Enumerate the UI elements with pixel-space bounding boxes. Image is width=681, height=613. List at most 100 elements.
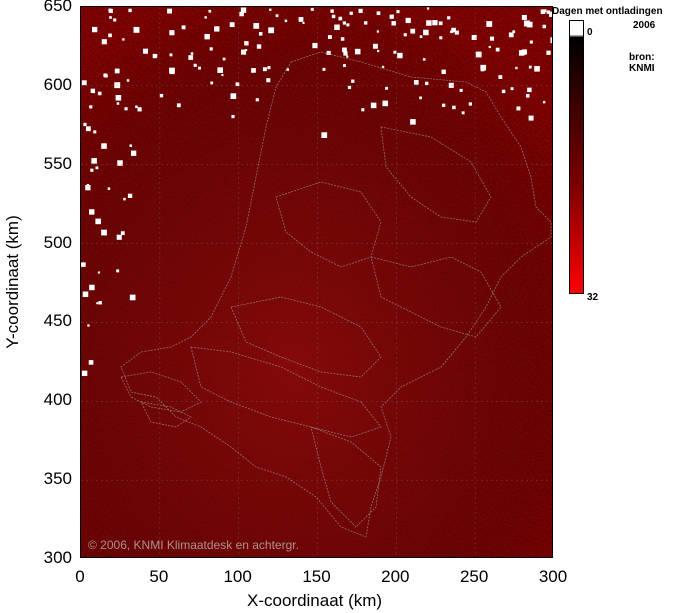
no-discharge-cell <box>410 119 416 125</box>
no-discharge-cell <box>89 284 95 291</box>
no-discharge-cell <box>87 324 90 327</box>
no-discharge-cell <box>346 55 349 58</box>
no-discharge-cell <box>96 302 99 305</box>
no-discharge-cell <box>486 21 493 27</box>
no-discharge-cell <box>413 80 419 85</box>
no-discharge-cell <box>181 25 186 30</box>
no-discharge-cell <box>101 39 107 45</box>
no-discharge-cell <box>451 27 456 33</box>
y-tick-label: 600 <box>43 74 72 94</box>
no-discharge-cell <box>523 20 530 27</box>
no-discharge-cell <box>137 107 142 112</box>
no-discharge-cell <box>326 50 331 55</box>
no-discharge-cell <box>107 187 111 190</box>
no-discharge-cell <box>91 158 97 164</box>
no-discharge-cell <box>442 103 446 107</box>
no-discharge-cell <box>382 100 389 107</box>
no-discharge-cell <box>266 78 271 83</box>
sparse-region-speckle <box>81 7 553 377</box>
no-discharge-cell <box>515 66 518 70</box>
no-discharge-cell <box>354 48 361 55</box>
no-discharge-cell <box>117 160 123 166</box>
no-discharge-cell <box>83 122 87 127</box>
no-discharge-cell <box>454 30 459 35</box>
no-discharge-cell <box>120 231 125 236</box>
no-discharge-cell <box>240 7 247 13</box>
no-discharge-cell <box>88 360 94 365</box>
no-discharge-cell <box>468 102 472 106</box>
no-discharge-cell <box>419 35 423 39</box>
no-discharge-cell <box>124 107 128 111</box>
no-discharge-cell <box>508 32 514 38</box>
no-discharge-cell <box>89 105 93 109</box>
y-tick-label: 550 <box>43 153 72 173</box>
no-discharge-cell <box>364 21 368 25</box>
no-discharge-cell <box>129 144 133 147</box>
no-discharge-cell <box>113 18 117 22</box>
colorbar-year: 2006 <box>633 20 656 31</box>
no-discharge-cell <box>426 20 432 26</box>
no-discharge-cell <box>114 68 120 74</box>
no-discharge-cell <box>426 7 430 10</box>
y-tick-label: 650 <box>43 0 72 15</box>
no-discharge-cell <box>122 38 125 41</box>
no-discharge-cell <box>152 53 157 59</box>
no-discharge-cell <box>109 16 112 19</box>
no-discharge-cell <box>129 294 136 301</box>
no-discharge-cell <box>372 43 378 49</box>
province-borders <box>120 51 552 538</box>
no-discharge-cell <box>253 23 260 29</box>
lightning-days-map <box>80 6 553 558</box>
no-discharge-cell <box>93 130 97 134</box>
no-discharge-cell <box>527 87 532 93</box>
country-outline <box>120 51 552 538</box>
no-discharge-cell <box>331 14 336 19</box>
no-discharge-cell <box>410 28 416 34</box>
no-discharge-cell <box>552 117 553 122</box>
no-discharge-cell <box>269 8 272 11</box>
no-discharge-cell <box>188 55 194 60</box>
eastern-province-outline <box>370 256 502 338</box>
no-discharge-cell <box>81 80 87 86</box>
no-discharge-cell <box>101 229 107 236</box>
x-tick-label: 100 <box>223 567 252 586</box>
no-discharge-cell <box>116 234 122 240</box>
no-discharge-cell <box>275 14 279 18</box>
colorbar-title: Dagen met ontladingen <box>552 6 663 17</box>
x-tick-label: 150 <box>302 567 331 586</box>
no-discharge-cell <box>321 132 328 138</box>
no-discharge-cell <box>393 50 397 54</box>
southern-river-outline <box>190 346 382 438</box>
no-discharge-cell <box>495 47 500 52</box>
no-discharge-cell <box>361 108 365 112</box>
no-discharge-cell <box>221 73 224 77</box>
no-discharge-cell <box>114 82 121 89</box>
no-discharge-cell <box>521 14 527 20</box>
no-discharge-cell <box>422 58 426 61</box>
no-discharge-cell <box>245 48 248 52</box>
no-discharge-cell <box>528 115 534 121</box>
no-discharge-cell <box>370 102 377 109</box>
y-axis-title: Y-coordinaat (km) <box>3 215 22 349</box>
no-discharge-cell <box>85 126 91 132</box>
no-discharge-cell <box>334 24 340 30</box>
no-discharge-cell <box>251 68 256 73</box>
no-discharge-cell <box>210 81 214 85</box>
no-discharge-cell <box>89 209 95 215</box>
colorbar <box>569 20 584 294</box>
no-discharge-cell <box>343 64 346 67</box>
no-discharge-cell <box>128 8 132 13</box>
no-discharge-cell <box>452 105 456 110</box>
no-discharge-cell <box>127 193 133 198</box>
no-discharge-cell <box>529 40 533 44</box>
no-discharge-cell <box>239 11 244 17</box>
no-discharge-cell <box>167 8 173 14</box>
no-discharge-cell <box>193 63 197 67</box>
no-discharge-cell <box>521 49 527 55</box>
no-discharge-cell <box>90 168 94 172</box>
no-discharge-cell <box>405 17 411 24</box>
no-discharge-cell <box>376 49 380 53</box>
no-discharge-cell <box>91 26 98 33</box>
no-discharge-cell <box>432 20 438 26</box>
no-discharge-cell <box>552 69 553 74</box>
